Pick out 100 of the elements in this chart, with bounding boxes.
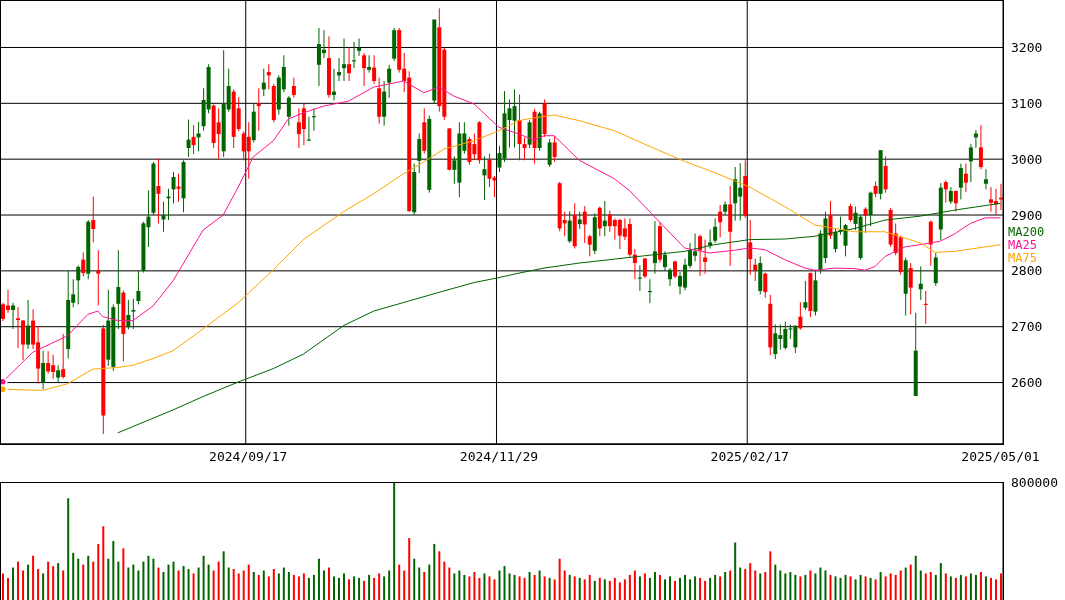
x-tick-label: 2025/02/17 (710, 449, 789, 465)
bar (553, 579, 556, 600)
bar (12, 567, 15, 600)
bar (82, 564, 85, 600)
series-label: MA25 (1008, 238, 1038, 252)
bar (498, 570, 501, 600)
bar (358, 577, 361, 600)
y-tick-label: 2900 (1011, 207, 1043, 223)
series-label: MA75 (1008, 251, 1038, 265)
bar (724, 571, 727, 600)
x-tick-label: 2024/11/29 (459, 449, 539, 465)
bar (959, 574, 962, 600)
bar (453, 573, 456, 600)
bar (824, 570, 827, 600)
candlestick (156, 158, 161, 224)
bar (287, 571, 290, 600)
bar (473, 571, 476, 600)
candlestick (753, 258, 758, 282)
y-tick-label: 3100 (1011, 95, 1043, 111)
candlestick (362, 52, 367, 87)
bar (488, 576, 491, 600)
bar (327, 567, 330, 600)
bar (608, 580, 611, 600)
candlestick (126, 299, 131, 331)
bar (528, 571, 531, 600)
bar (939, 563, 942, 600)
bar (222, 551, 225, 600)
bar (518, 576, 521, 600)
bar (894, 574, 897, 600)
bar (568, 574, 571, 600)
bar (929, 571, 932, 600)
bar (648, 577, 651, 600)
candlestick (26, 299, 31, 350)
candlestick (668, 267, 672, 287)
candlestick (367, 54, 372, 74)
bar (749, 563, 752, 600)
bar (267, 576, 270, 600)
bar (202, 555, 205, 600)
candlestick (342, 38, 347, 82)
candlestick (347, 46, 352, 82)
bar (348, 579, 351, 600)
y-tick-label: 2800 (1011, 263, 1043, 279)
bar (603, 579, 606, 600)
bar (613, 577, 616, 600)
bar (92, 561, 95, 600)
candlestick (698, 234, 703, 277)
bar (538, 570, 541, 600)
candlestick (718, 204, 723, 238)
bar (152, 558, 155, 600)
candlestick (552, 135, 557, 163)
candlestick (291, 77, 296, 99)
y-tick-label: 800000 (1011, 474, 1058, 490)
bar (669, 576, 671, 600)
candlestick (131, 298, 136, 330)
candlestick (647, 278, 652, 304)
bar (383, 576, 386, 600)
bar (884, 576, 887, 600)
bar (984, 576, 987, 600)
candlestick (968, 143, 973, 183)
bar (27, 564, 30, 600)
x-tick-label: 2024/09/17 (209, 449, 288, 465)
bar (17, 561, 20, 600)
candlestick (953, 189, 958, 213)
bar (779, 570, 782, 600)
candlestick (652, 220, 657, 275)
bar (207, 564, 210, 600)
bar (147, 555, 150, 600)
candlestick (46, 350, 51, 375)
bar (764, 571, 767, 600)
bar (799, 576, 802, 600)
bar (57, 563, 60, 600)
bar (247, 564, 250, 600)
candlestick (497, 145, 502, 173)
bar (398, 564, 401, 600)
bar (819, 567, 822, 600)
y-tick-label: 2700 (1011, 319, 1043, 335)
candlestick (61, 333, 66, 380)
bar (849, 576, 852, 600)
candlestick (81, 251, 86, 277)
bar (212, 570, 215, 600)
bar (598, 577, 601, 600)
bar (904, 567, 907, 600)
bar (844, 574, 847, 600)
bar (483, 573, 486, 600)
bar (643, 573, 646, 600)
bar (257, 574, 260, 600)
bar (97, 543, 100, 600)
bar (428, 564, 431, 600)
bar (924, 573, 927, 600)
bar (814, 573, 817, 600)
bar (774, 564, 777, 600)
candlestick (467, 136, 472, 166)
bar (102, 526, 105, 600)
bar (653, 571, 656, 600)
bar (759, 573, 762, 600)
bar (237, 573, 240, 600)
bar (854, 579, 857, 600)
bar (42, 573, 45, 600)
bar (448, 567, 451, 600)
bar (192, 573, 195, 600)
